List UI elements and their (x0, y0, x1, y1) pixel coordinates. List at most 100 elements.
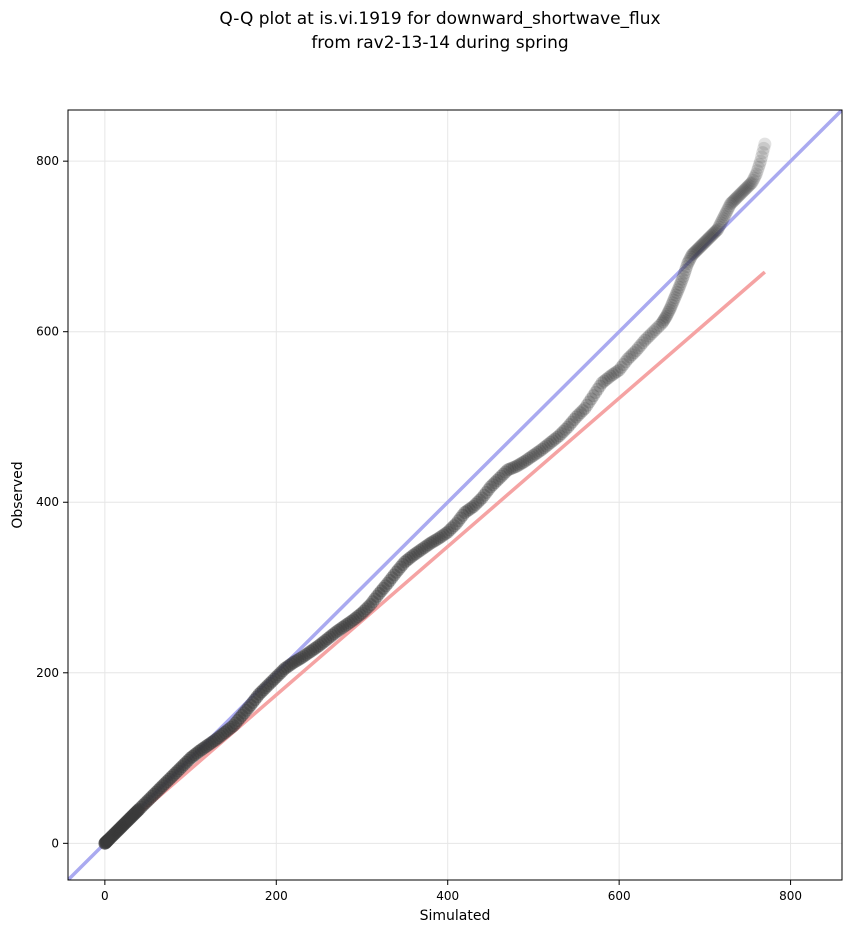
quantile-point (670, 285, 684, 299)
quantile-point (259, 681, 273, 695)
quantile-point (351, 610, 365, 624)
quantile-point (755, 150, 769, 164)
quantile-point (680, 260, 694, 274)
quantile-point (267, 672, 281, 686)
quantile-point (582, 395, 596, 409)
quantile-point (610, 365, 624, 379)
quantile-point (190, 746, 204, 760)
quantile-point (334, 622, 348, 636)
grid-lines (68, 110, 842, 880)
quantile-point (631, 341, 645, 355)
quantile-point (537, 441, 551, 455)
quantile-point (717, 210, 731, 224)
quantile-point (396, 557, 410, 571)
quantile-point (725, 196, 739, 210)
quantile-point (728, 193, 742, 207)
quantile-point (726, 195, 740, 209)
quantile-point (674, 275, 688, 289)
quantile-point (574, 406, 588, 420)
y-axis-ticks: 0 200 400 600 800 (36, 154, 68, 850)
quantile-points (98, 137, 772, 850)
quantile-point (567, 413, 581, 427)
quantile-point (231, 714, 245, 728)
quantile-point (464, 501, 478, 515)
quantile-point (676, 269, 690, 283)
quantile-point (426, 535, 440, 549)
quantile-point (280, 660, 294, 674)
quantile-point (370, 589, 384, 603)
quantile-point (479, 485, 493, 499)
quantile-point (218, 725, 232, 739)
quantile-point (469, 497, 483, 511)
quantile-point (653, 318, 667, 332)
quantile-point (689, 244, 703, 258)
quantile-point (601, 371, 615, 385)
quantile-point (578, 401, 592, 415)
quantile-point (406, 548, 420, 562)
quantile-point (651, 320, 665, 334)
quantile-point (679, 263, 693, 277)
quantile-point (687, 246, 701, 260)
quantile-point (340, 617, 354, 631)
quantile-point (658, 311, 672, 325)
quantile-point (323, 630, 337, 644)
quantile-point (289, 654, 303, 668)
quantile-point (276, 664, 290, 678)
quantile-point (454, 511, 468, 525)
fit-line (103, 270, 767, 845)
quantile-point (541, 437, 555, 451)
plot-area-frame (67, 109, 843, 881)
quantile-point (733, 187, 747, 201)
quantile-point (595, 376, 609, 390)
quantile-point (561, 420, 575, 434)
quantile-point (342, 616, 356, 630)
x-tick-label: 400 (436, 889, 459, 903)
quantile-point (516, 456, 530, 470)
quantile-point (736, 184, 750, 198)
quantile-point (250, 690, 264, 704)
quantile-point (331, 623, 345, 637)
quantile-point (621, 352, 635, 366)
quantile-point (355, 606, 369, 620)
quantile-point (750, 164, 764, 178)
quantile-point (458, 505, 472, 519)
quantile-point (746, 173, 760, 187)
quantile-point (627, 346, 641, 360)
quantile-point (586, 389, 600, 403)
quantile-point (608, 366, 622, 380)
quantile-point (409, 547, 423, 561)
quantile-point (661, 305, 675, 319)
quantile-point (374, 584, 388, 598)
quantile-point (505, 461, 519, 475)
quantile-point (659, 309, 673, 323)
quantile-point (306, 643, 320, 657)
quantile-point (710, 223, 724, 237)
quantile-point (434, 530, 448, 544)
quantile-point (619, 355, 633, 369)
quantile-point (473, 493, 487, 507)
quantile-point (688, 245, 702, 259)
quantile-point (428, 534, 442, 548)
quantile-point (697, 236, 711, 250)
quantile-point (664, 301, 678, 315)
quantile-point (657, 313, 671, 327)
quantile-point (565, 415, 579, 429)
quantile-point (319, 633, 333, 647)
quantile-point (308, 641, 322, 655)
quantile-point (507, 460, 521, 474)
quantile-point (563, 418, 577, 432)
quantile-point (539, 439, 553, 453)
quantile-point (501, 463, 515, 477)
quantile-point (385, 571, 399, 585)
quantile-point (751, 161, 765, 175)
quantile-point (205, 735, 219, 749)
quantile-point (181, 753, 195, 767)
quantile-point (192, 744, 206, 758)
quantile-point (327, 627, 341, 641)
quantile-point (417, 541, 431, 555)
identity-line (68, 110, 842, 880)
quantile-point (316, 635, 330, 649)
quantile-point (554, 427, 568, 441)
quantile-point (735, 185, 749, 199)
